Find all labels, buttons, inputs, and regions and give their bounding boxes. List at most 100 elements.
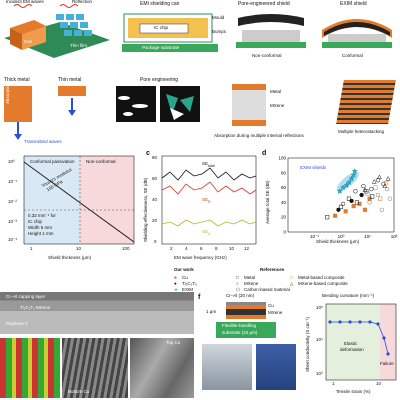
- legend-mxene-comp-mark: △: [290, 281, 294, 286]
- plot-frame: [287, 157, 395, 233]
- panel-b: Conformal passivation Non-conformal Youn…: [0, 150, 140, 266]
- data-point-square-filled: [351, 204, 356, 209]
- label-elastic: Elastic: [344, 341, 358, 346]
- legend-metal-comp-mark: □: [290, 275, 293, 280]
- legend-exim-mark: ★: [174, 287, 179, 292]
- data-point-circle-open: [375, 178, 381, 183]
- data-point-hex-open: [379, 207, 385, 212]
- illustration-can-thin-film: Incident EM waves Reflection Can Thin fi…: [0, 0, 118, 62]
- legend-metal: Metal: [244, 275, 256, 280]
- label-ti3c2tx-mxene: Ti₃C₂Tₓ MXene: [20, 305, 51, 310]
- bend-ytick-0: 10⁵: [316, 305, 323, 310]
- panel-bending: Bending curvature (mm⁻¹) Elastic deforma…: [300, 292, 400, 398]
- label-flexible: Flexible-handling: [222, 323, 257, 328]
- data-point-square-filled: [362, 207, 367, 212]
- legend-exim: EXIM: [182, 287, 194, 292]
- illustration-exim-shield: EXIM shield Conformal: [314, 0, 400, 62]
- label-mxene-f: MXene: [268, 310, 283, 315]
- panel-c-letter: c: [146, 150, 150, 157]
- legend-metal-mark: □: [236, 275, 239, 280]
- label-can: Can: [24, 39, 33, 44]
- c-xtick-4: 10: [229, 246, 235, 251]
- c-xlabel: EM wave frequency (GHz): [174, 255, 227, 260]
- label-metal: Metal: [270, 89, 282, 94]
- data-point-square-open: [370, 194, 375, 199]
- label-transmitted: Transmitted waves: [24, 139, 62, 144]
- data-point-square-open: [325, 215, 330, 220]
- legend-metal-comp: Metal-based composite: [298, 275, 345, 280]
- data-point-circle-filled: [349, 198, 354, 204]
- c-xtick-5: 12: [244, 246, 250, 251]
- data-point-star: [336, 187, 343, 194]
- data-point-triangle-open: [385, 175, 391, 181]
- label-mould: Mould: [212, 15, 225, 20]
- data-point-square-orange-open: [373, 185, 378, 190]
- label-ann3: Width 5 mm: [28, 225, 53, 230]
- data-point-square-filled: [333, 213, 338, 218]
- b-xtick-2: 100: [122, 246, 130, 251]
- b-ytick-4: 10⁻⁴: [8, 237, 18, 242]
- thick-metal-block: [4, 86, 32, 122]
- data-point-star: [350, 171, 357, 178]
- data-point-circle-open: [381, 181, 386, 187]
- substrate-block: [216, 322, 276, 338]
- d-xtick: 10²: [391, 234, 398, 239]
- c-ytick-1: 60: [152, 176, 158, 181]
- label-conformal: Conformal: [342, 53, 363, 58]
- emi-can-drawing: [122, 13, 218, 52]
- layer-cu-bottom: [226, 315, 266, 319]
- data-point-hex-open: [384, 186, 390, 192]
- legend-ti-mark: ●: [174, 281, 177, 286]
- c-label-a: SEA: [202, 229, 211, 236]
- data-point-square-orange-open: [383, 181, 389, 186]
- c-xtick-1: 4: [185, 246, 188, 251]
- panel-f: f Cr–Al (20 nm) Cu MXene 1 μm Flexible-h…: [196, 292, 300, 398]
- label-absorption-multiple: Absorption during multiple internal refl…: [214, 133, 304, 138]
- sem-top: Top Cu: [130, 338, 194, 398]
- d-xlabel: Shield thickness (μm): [316, 239, 360, 244]
- c-xtick-2: 6: [200, 246, 203, 251]
- c-ytick-3: 20: [152, 218, 158, 223]
- panel-c: c SEtotal SER SEA Shielding effectivenes…: [140, 150, 260, 266]
- data-point-circle-filled: [359, 192, 364, 198]
- d-annotation: EXIM shields: [300, 165, 327, 170]
- panel-c-plot: [161, 155, 257, 245]
- label-thick-metal: Thick metal: [4, 77, 30, 83]
- data-point-hex-open: [387, 196, 393, 201]
- label-ic-chip: IC chip: [154, 25, 169, 30]
- legend-references: References: [260, 267, 285, 272]
- c-ytick-4: 0: [154, 239, 157, 244]
- legend-our-work: Our work: [174, 267, 194, 272]
- data-point-hex-open: [375, 192, 381, 198]
- eds-map: [0, 338, 60, 398]
- data-point-star: [343, 182, 350, 189]
- row2-mechanisms: Thick metal Absorption Thin metal Transm…: [0, 64, 400, 148]
- c-label-r: SER: [202, 197, 211, 204]
- label-cr-al: Cr–Al (20 nm): [226, 293, 255, 298]
- layer-cr-al: [226, 302, 266, 305]
- label-multiple: Multiple heterostacking: [338, 129, 385, 134]
- data-point-square-filled: [343, 209, 348, 214]
- legend-mxene-comp: MXene-based composite: [298, 281, 348, 286]
- d-ytick: 60: [281, 185, 287, 190]
- data-point-circle-open: [369, 186, 374, 192]
- label-bending-title: Bending curvature (mm⁻¹): [322, 293, 375, 298]
- label-package-substrate: Package substrate: [142, 45, 180, 50]
- panel-b-plot: [23, 155, 135, 245]
- d-ytick: 100: [278, 156, 286, 161]
- legend-mxene: MXene: [244, 281, 259, 286]
- c-xtick-3: 8: [215, 246, 218, 251]
- panel-d: d 100 80 60 40 20 0 10⁻¹ 10⁰ 10¹ 10² Average tota…: [260, 150, 400, 248]
- data-point-star: [351, 168, 358, 174]
- heterostack: [336, 80, 396, 124]
- bend-ytick-1: 10⁴: [316, 337, 323, 342]
- metal-mxene-stack: [232, 84, 266, 126]
- label-cu-f: Cu: [268, 303, 274, 308]
- panel-f-letter: f: [198, 294, 201, 301]
- layer-cu-top: [226, 305, 266, 309]
- d-xtick: 10¹: [364, 234, 371, 239]
- d-xtick: 10⁰: [338, 234, 345, 239]
- thin-metal-block: [58, 86, 86, 96]
- label-sheet-cond: Sheet conductivity (S cm⁻¹): [305, 317, 310, 372]
